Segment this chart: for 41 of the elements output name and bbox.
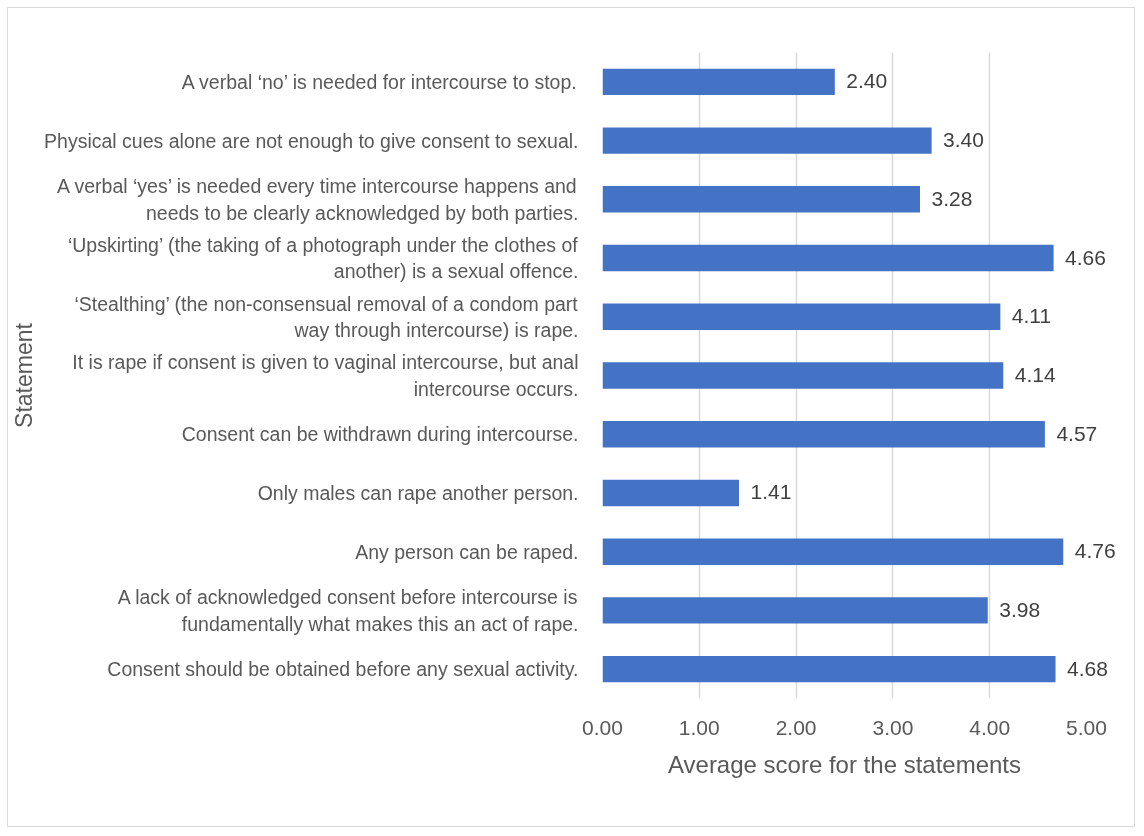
data-label: 1.41 [750, 480, 792, 505]
x-tick-label: 4.00 [969, 715, 1011, 739]
y-tick-label: ‘Stealthing’ (the non-consensual removal of a condom part way through intercourse) is rape. [74, 292, 579, 341]
x-tick-label: 2.00 [775, 715, 817, 739]
bar [602, 655, 1056, 683]
bar [602, 421, 1045, 448]
x-axis-title: Average score for the statements [667, 750, 1022, 778]
y-tick-label: ‘Upskirting’ (the taking of a photograph under the clothes of another) is a sexual offence. [67, 233, 579, 283]
data-label: 2.40 [846, 69, 888, 94]
bar [602, 127, 932, 154]
data-label: 3.98 [999, 597, 1041, 622]
y-tick-label: Only males can rape another person. [257, 481, 579, 504]
y-tick-label: A lack of acknowledged consent before intercourse is fundamentally what makes this an act of rape. [117, 586, 579, 635]
bar [602, 244, 1054, 272]
data-label: 4.14 [1014, 363, 1056, 387]
bar [602, 68, 835, 96]
bar [602, 597, 988, 624]
y-axis-title: Statement [11, 322, 38, 428]
y-tick-label: Any person can be raped. [355, 540, 579, 563]
bar [602, 186, 920, 213]
x-tick-label: 0.00 [582, 715, 623, 739]
data-label: 3.28 [931, 186, 973, 211]
data-label: 3.40 [943, 128, 984, 153]
bar [602, 362, 1004, 389]
bar [602, 303, 1001, 330]
y-tick-label: Consent should be obtained before any sexual activity. [107, 658, 579, 681]
bar [602, 538, 1064, 565]
y-tick-label: Consent can be withdrawn during intercourse. [181, 423, 579, 446]
data-label: 4.11 [1011, 304, 1052, 329]
x-tick-label: 3.00 [872, 715, 914, 739]
data-label: 4.76 [1074, 539, 1116, 564]
x-tick-label: 5.00 [1066, 715, 1107, 739]
y-tick-label: It is rape if consent is given to vaginal intercourse, but anal intercourse occurs. [72, 351, 579, 400]
data-label: 4.57 [1056, 421, 1098, 446]
y-tick-label: A verbal ‘yes’ is needed every time intercourse happens and needs to be clearly acknowledged by both parties. [57, 175, 579, 224]
data-label: 4.68 [1067, 656, 1108, 681]
y-tick-label: Physical cues alone are not enough to give consent to sexual. [44, 129, 579, 152]
y-tick-label: A verbal ‘no’ is needed for intercourse to stop. [181, 70, 577, 93]
x-tick-label: 1.00 [678, 715, 720, 739]
data-label: 4.66 [1065, 245, 1106, 270]
bar [602, 479, 739, 507]
